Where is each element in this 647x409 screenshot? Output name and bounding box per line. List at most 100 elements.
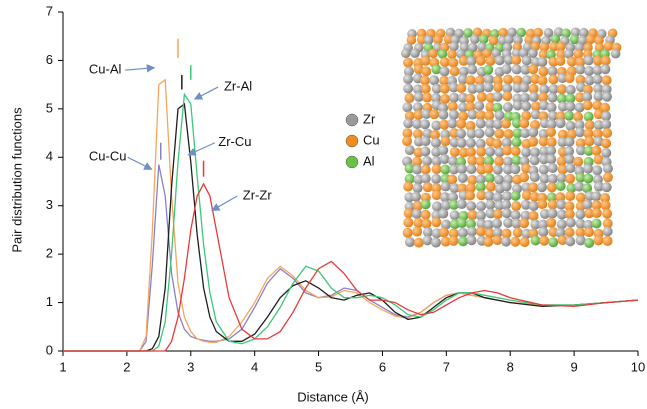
atom [585, 120, 595, 130]
atom [522, 56, 532, 66]
atom [511, 201, 521, 211]
atom-cube [401, 27, 621, 248]
atom [440, 154, 450, 164]
atom [447, 50, 457, 60]
atom [520, 237, 530, 247]
atom [557, 219, 567, 229]
x-tick-label: 8 [507, 359, 514, 374]
atom [502, 91, 512, 101]
atom [485, 200, 495, 210]
x-tick-label: 7 [443, 359, 450, 374]
atom [583, 164, 593, 174]
y-tick-label: 2 [46, 246, 53, 261]
atom [432, 164, 442, 174]
atom [474, 128, 484, 138]
atom [466, 75, 476, 85]
atom [529, 92, 539, 102]
atom [414, 238, 424, 248]
atom [575, 65, 585, 75]
atom [566, 85, 576, 95]
atom [565, 236, 575, 246]
atom [531, 235, 541, 245]
atom [530, 155, 540, 165]
atom [533, 28, 543, 38]
atom [494, 175, 504, 185]
atom [457, 138, 467, 148]
atom [431, 138, 441, 148]
atom [403, 83, 413, 93]
atom [601, 200, 611, 210]
atom [421, 210, 431, 220]
atom [502, 64, 512, 74]
atom [401, 48, 411, 58]
atom [485, 56, 495, 66]
atom [611, 49, 621, 59]
atom [440, 84, 450, 94]
atom [565, 191, 575, 201]
atom [501, 237, 511, 247]
atom [456, 83, 466, 93]
atom [556, 118, 566, 128]
atom [495, 110, 505, 120]
atom [438, 145, 448, 155]
atom [476, 56, 486, 66]
atom [511, 191, 521, 201]
atom [456, 129, 466, 139]
atom [422, 235, 432, 245]
x-tick-label: 2 [123, 359, 130, 374]
atom [403, 228, 413, 238]
y-tick-label: 0 [46, 342, 53, 357]
atom [603, 236, 613, 246]
atom [547, 137, 557, 147]
atom [504, 129, 514, 139]
atom [565, 73, 575, 83]
atom [593, 235, 603, 245]
atom [475, 83, 485, 93]
atom [476, 226, 486, 236]
atom [467, 235, 477, 245]
atom [466, 147, 476, 157]
atom [440, 164, 450, 174]
atom [421, 66, 431, 76]
atom [528, 182, 538, 192]
atom [493, 82, 503, 92]
atom [410, 48, 420, 58]
atom [466, 138, 476, 148]
atom [486, 182, 496, 192]
atom [440, 94, 450, 104]
atom [565, 227, 575, 237]
atom [420, 147, 430, 157]
legend-swatch [346, 156, 358, 168]
annotation-arrow [212, 196, 237, 211]
atom [548, 163, 558, 173]
annotation: Zr-Al [224, 79, 252, 94]
atom [565, 209, 575, 219]
atom [441, 136, 451, 146]
atom [555, 56, 565, 66]
atom [450, 66, 460, 76]
atom [548, 174, 558, 184]
atom [566, 218, 576, 228]
atom [602, 75, 612, 85]
atom [539, 236, 549, 246]
atom [476, 147, 486, 157]
x-tick-label: 4 [251, 359, 258, 374]
y-tick-label: 1 [46, 294, 53, 309]
atom [601, 56, 611, 66]
atom [603, 226, 613, 236]
atom [467, 227, 477, 237]
atom [492, 139, 502, 149]
annotation: Zr-Zr [243, 187, 273, 202]
atom [539, 165, 549, 175]
atom [432, 190, 442, 200]
legend-label: Al [363, 153, 375, 168]
atom [501, 119, 511, 129]
atom [403, 182, 413, 192]
atom [466, 164, 476, 174]
atom [474, 101, 484, 111]
atom [429, 109, 439, 119]
atom [592, 208, 602, 218]
atom [476, 118, 486, 128]
atom [512, 137, 522, 147]
atom [584, 238, 594, 248]
